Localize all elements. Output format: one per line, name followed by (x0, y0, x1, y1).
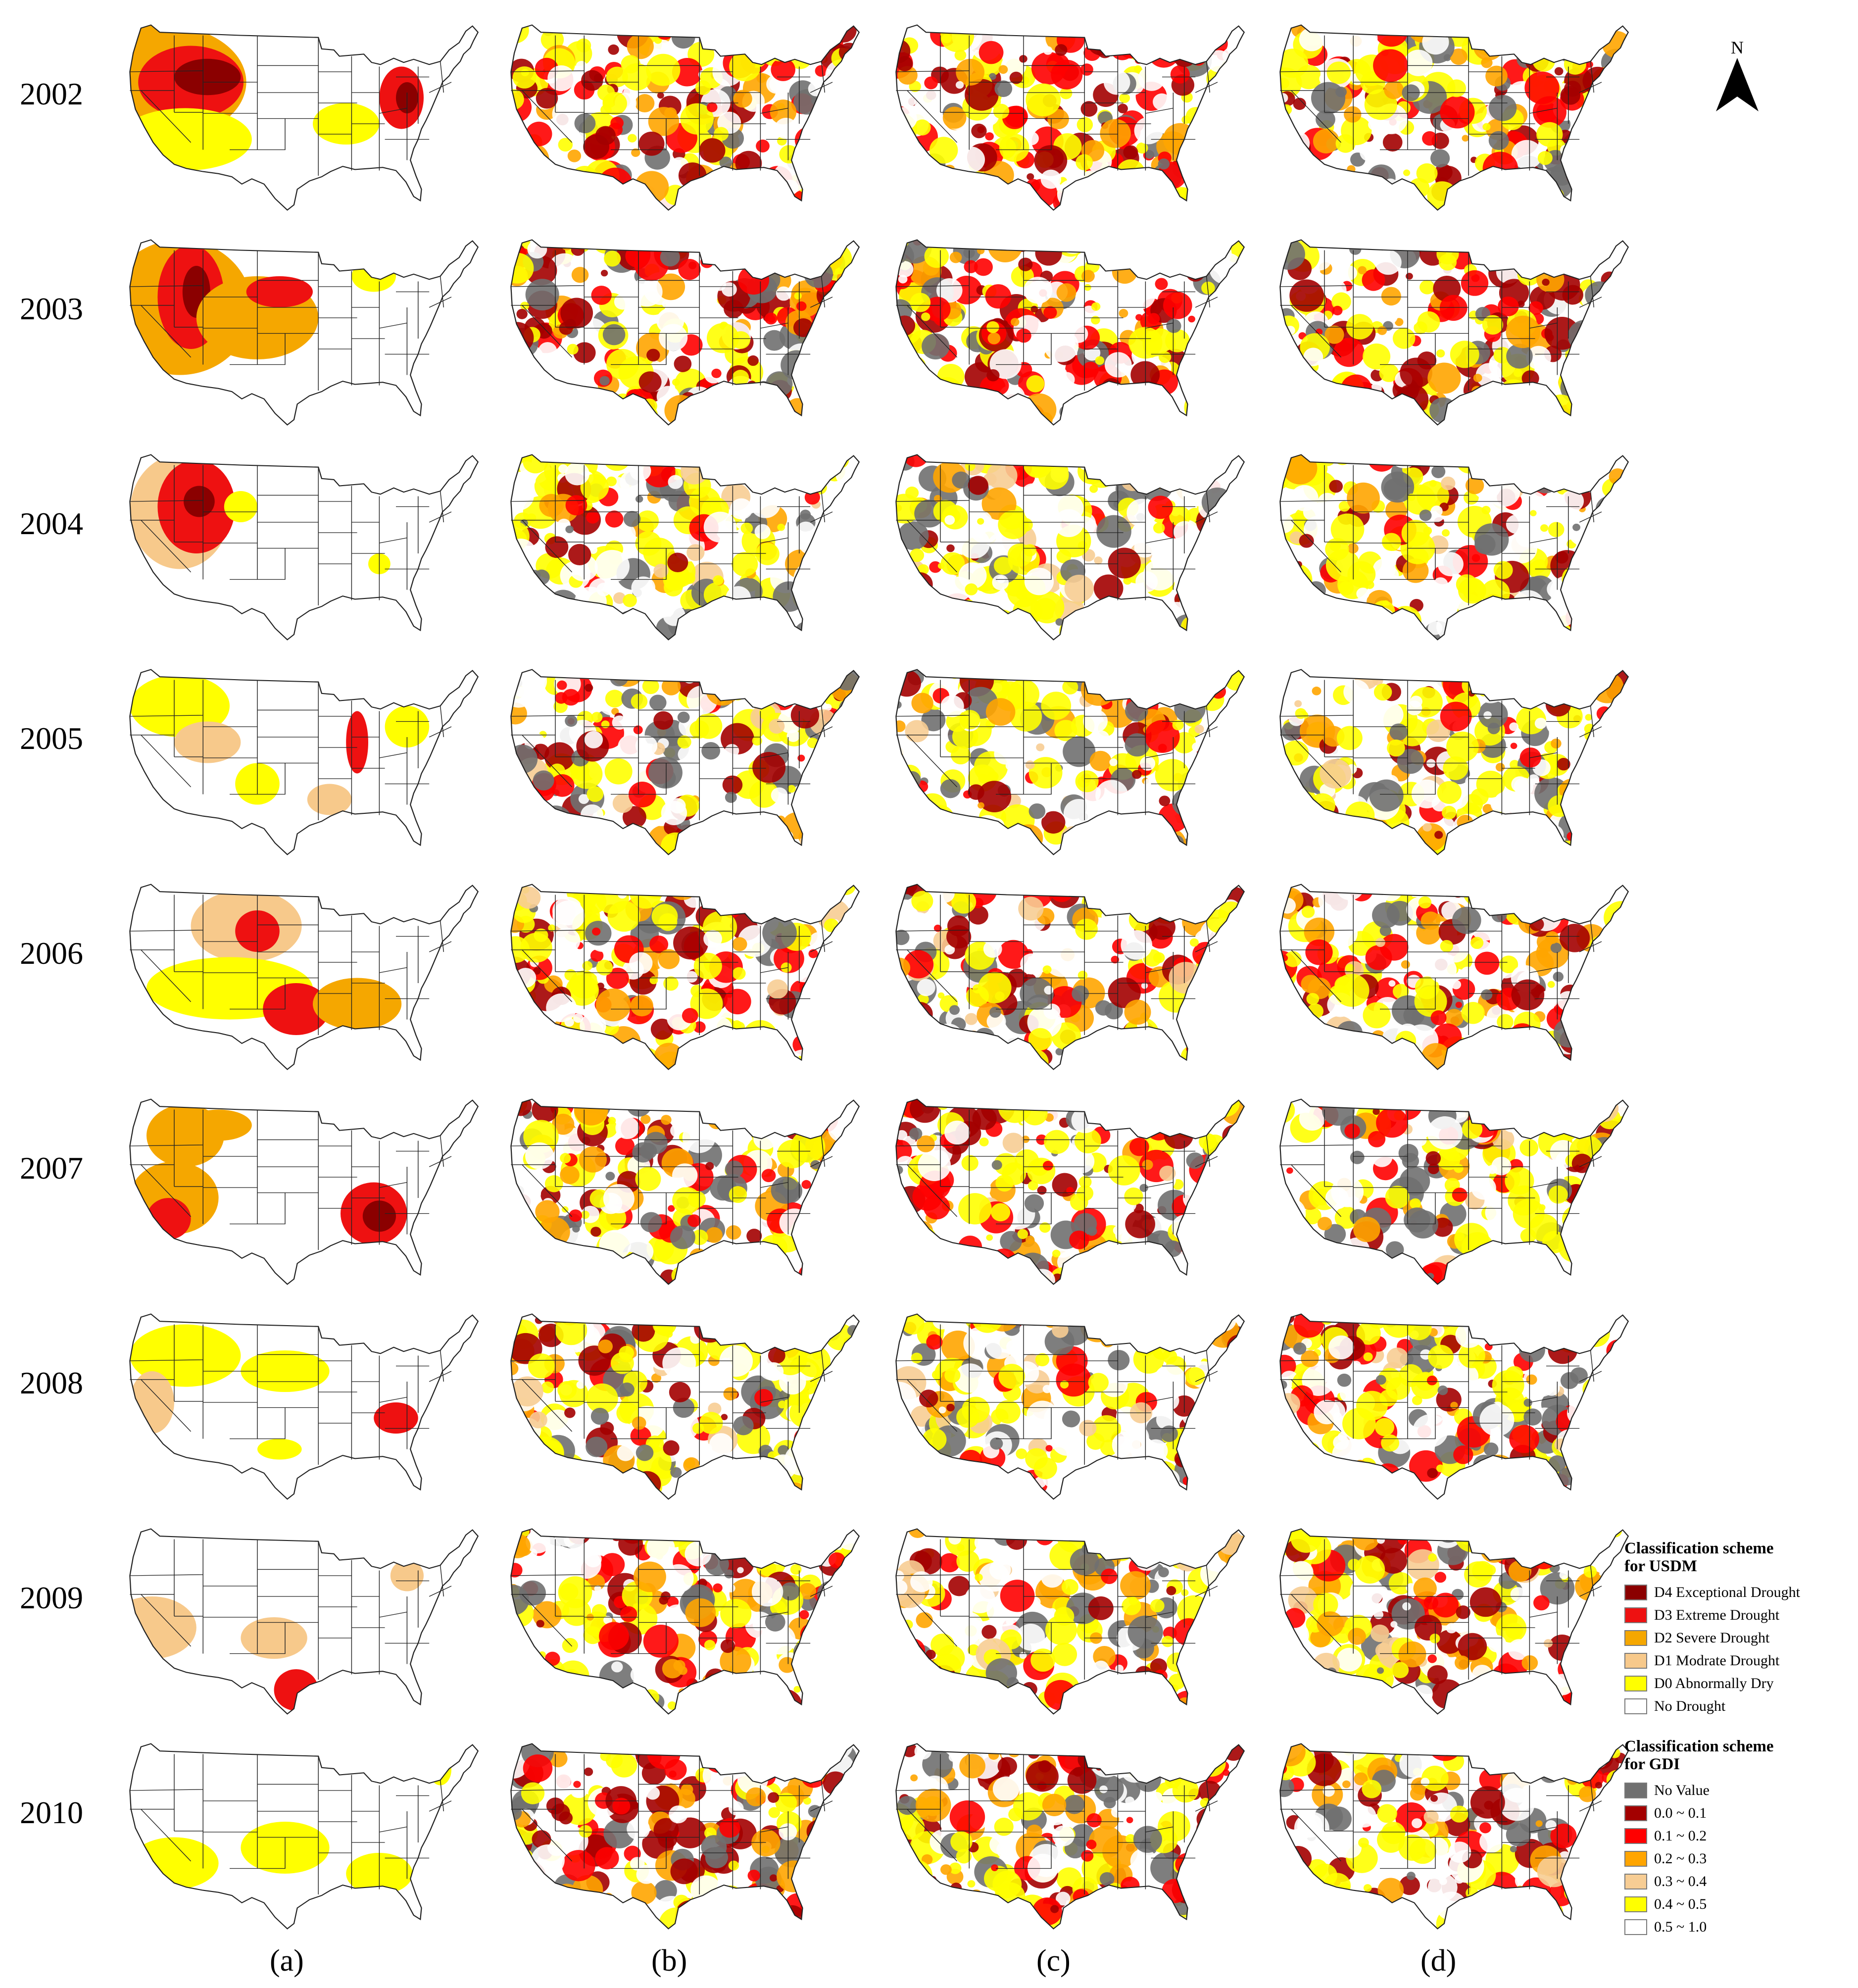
north-arrow-icon (1716, 58, 1759, 111)
legend-gdi-item: No Value (1624, 1779, 1842, 1802)
gdi-map-2007-d (1279, 1098, 1629, 1285)
gdi-map-2010-c (895, 1743, 1245, 1930)
gdi-map-2009-d (1279, 1528, 1629, 1715)
north-letter: N (1731, 38, 1744, 57)
legend-gdi-item: 0.5 ~ 1.0 (1624, 1916, 1842, 1938)
legend-gdi-title-2: for GDI (1624, 1755, 1680, 1773)
legend-usdm-title-2: for USDM (1624, 1557, 1697, 1575)
gdi-map-2008-c (895, 1313, 1245, 1500)
year-label-2002: 2002 (20, 76, 83, 111)
usdm-map-2009-a (129, 1528, 479, 1715)
usdm-map-2005-a (129, 669, 479, 855)
gdi-map-2005-b (510, 669, 860, 855)
legend-usdm-item: No Drought (1624, 1695, 1842, 1718)
legend-usdm-item: D1 Modrate Drought (1624, 1649, 1842, 1672)
year-label-2008: 2008 (20, 1365, 83, 1400)
gdi-map-2005-c (895, 669, 1245, 855)
gdi-map-2007-b (510, 1098, 860, 1285)
year-label-2010: 2010 (20, 1795, 83, 1830)
gdi-map-2003-c (895, 239, 1245, 426)
gdi-map-2006-d (1279, 884, 1629, 1070)
usdm-map-2003-a (129, 239, 479, 426)
year-label-2005: 2005 (20, 721, 83, 756)
year-label-2009: 2009 (20, 1580, 83, 1615)
legend-usdm: Classification scheme for USDM D4 Except… (1624, 1540, 1842, 1718)
legend-usdm-item: D4 Exceptional Drought (1624, 1581, 1842, 1604)
year-label-2003: 2003 (20, 291, 83, 326)
legend-gdi-title-1: Classification scheme (1624, 1738, 1774, 1755)
gdi-map-2003-d (1279, 239, 1629, 426)
panel-label-c: (c) (1036, 1944, 1071, 1978)
usdm-map-2010-a (129, 1743, 479, 1930)
gdi-map-2004-b (510, 454, 860, 641)
north-arrow: N (1715, 37, 1760, 115)
legend-gdi-item: 0.4 ~ 0.5 (1624, 1893, 1842, 1916)
gdi-map-2006-b (510, 884, 860, 1070)
year-label-2004: 2004 (20, 506, 83, 541)
usdm-map-2004-a (129, 454, 479, 641)
gdi-map-2010-d (1279, 1743, 1629, 1930)
year-label-2006: 2006 (20, 936, 83, 971)
usdm-map-2002-a (129, 24, 479, 211)
gdi-map-2008-b (510, 1313, 860, 1500)
panel-label-d: (d) (1420, 1944, 1457, 1978)
legend-gdi-item: 0.1 ~ 0.2 (1624, 1825, 1842, 1847)
legend-usdm-title-1: Classification scheme (1624, 1540, 1774, 1557)
gdi-map-2004-d (1279, 454, 1629, 641)
usdm-map-2006-a (129, 884, 479, 1070)
legend-usdm-item: D2 Severe Drought (1624, 1627, 1842, 1649)
gdi-map-2002-b (510, 24, 860, 211)
usdm-map-2008-a (129, 1313, 479, 1500)
gdi-map-2003-b (510, 239, 860, 426)
usdm-map-2007-a (129, 1098, 479, 1285)
panel-label-b: (b) (651, 1944, 687, 1978)
gdi-map-2009-b (510, 1528, 860, 1715)
gdi-map-2002-d (1279, 24, 1629, 211)
legend-gdi-item: 0.0 ~ 0.1 (1624, 1802, 1842, 1825)
legend-usdm-item: D3 Extreme Drought (1624, 1604, 1842, 1627)
panel-label-a: (a) (270, 1944, 304, 1978)
year-label-2007: 2007 (20, 1150, 83, 1186)
gdi-map-2006-c (895, 884, 1245, 1070)
gdi-map-2004-c (895, 454, 1245, 641)
legend-gdi-item: 0.3 ~ 0.4 (1624, 1870, 1842, 1893)
gdi-map-2009-c (895, 1528, 1245, 1715)
gdi-map-2002-c (895, 24, 1245, 211)
gdi-map-2008-d (1279, 1313, 1629, 1500)
gdi-map-2010-b (510, 1743, 860, 1930)
gdi-map-2005-d (1279, 669, 1629, 855)
legend-usdm-item: D0 Abnormally Dry (1624, 1672, 1842, 1695)
legend-gdi: Classification scheme for GDI No Value 0… (1624, 1738, 1842, 1938)
gdi-map-2007-c (895, 1098, 1245, 1285)
legend-gdi-item: 0.2 ~ 0.3 (1624, 1847, 1842, 1870)
